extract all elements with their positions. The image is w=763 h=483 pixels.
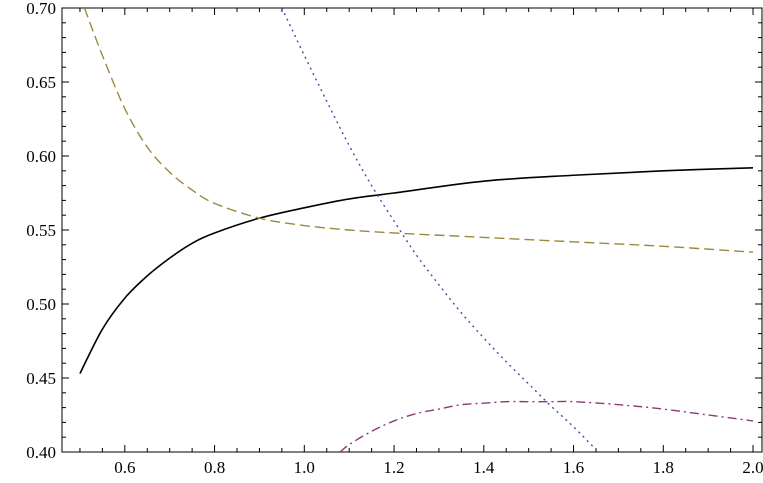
x-tick-label: 2.0 — [742, 458, 763, 477]
series-line-dotted — [281, 8, 599, 452]
y-tick-label: 0.55 — [26, 221, 56, 240]
series-line-solid — [79, 167, 754, 374]
y-tick-label: 0.60 — [26, 147, 56, 166]
x-tick-label: 0.6 — [114, 458, 135, 477]
series-line-dashdot — [339, 400, 754, 452]
y-tick-label: 0.40 — [26, 443, 56, 462]
x-tick-label: 1.8 — [653, 458, 674, 477]
x-tick-label: 1.0 — [294, 458, 315, 477]
x-tick-label: 0.8 — [204, 458, 225, 477]
x-tick-label: 1.6 — [563, 458, 584, 477]
y-tick-label: 0.50 — [26, 295, 56, 314]
y-tick-label: 0.70 — [26, 0, 56, 18]
x-axis: 0.6 0.8 1.0 1.2 1.4 1.6 1.8 2.0 — [79, 8, 763, 477]
series-line-dashed — [83, 8, 754, 253]
plot-frame — [61, 7, 763, 453]
x-tick-label: 1.4 — [473, 458, 495, 477]
y-axis: 0.40 0.45 0.50 0.55 0.60 0.65 0.70 — [26, 0, 762, 462]
y-tick-label: 0.65 — [26, 73, 56, 92]
series-layer — [79, 8, 754, 452]
y-tick-label: 0.45 — [26, 369, 56, 388]
x-tick-label: 1.2 — [383, 458, 404, 477]
